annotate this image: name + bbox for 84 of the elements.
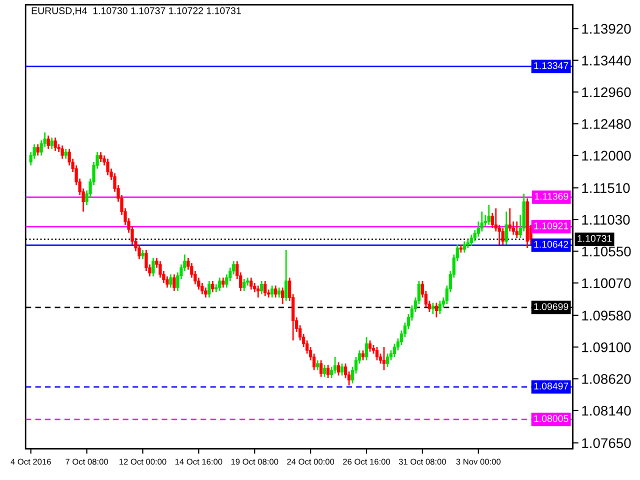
candlestick [242, 278, 246, 292]
ref-line-label: 1.11369 [534, 192, 568, 200]
y-tick-label: 1.08620 [582, 374, 631, 384]
candlestick [222, 276, 225, 288]
candlestick [36, 144, 40, 156]
chart-title: EURUSD,H4 1.10730 1.10737 1.10722 1.10731 [32, 7, 241, 16]
candlestick [368, 340, 372, 352]
x-tick-label: 19 Oct 08:00 [231, 458, 278, 465]
ref-line-label: 1.10921 [534, 222, 568, 230]
y-tick-label: 1.07650 [582, 438, 631, 448]
candlestick [46, 134, 50, 150]
candlestick [501, 227, 504, 246]
ref-line-label: 1.08005 [534, 415, 568, 422]
candlestick [264, 280, 267, 297]
candlestick [64, 148, 68, 160]
candlestick [60, 144, 64, 160]
y-tick-label: 1.09100 [582, 342, 631, 352]
y-tick-label: 1.12960 [582, 87, 631, 98]
ref-line-label: 1.09699 [534, 303, 568, 310]
candlestick [322, 364, 326, 378]
y-tick-label: 1.11510 [582, 183, 630, 193]
candlestick [382, 346, 386, 371]
ref-line-label: 1.10642 [534, 240, 568, 248]
candlestick [487, 204, 490, 226]
candlestick [50, 136, 54, 150]
candlestick [152, 257, 155, 278]
y-tick-label: 1.08140 [582, 406, 631, 416]
candlestick [260, 280, 264, 295]
x-tick-label: 12 Oct 00:00 [120, 458, 166, 465]
y-tick-label: 1.13440 [582, 56, 631, 66]
candlestick [208, 280, 211, 298]
candlestick [386, 352, 390, 368]
x-tick-label: 26 Oct 16:00 [343, 458, 390, 465]
candlestick [333, 356, 337, 374]
candlestick [141, 249, 144, 260]
candlestick [470, 234, 473, 247]
x-tick-label: 3 Nov 00:00 [456, 458, 501, 465]
candlestick [490, 212, 494, 229]
x-tick-label: 7 Oct 08:00 [66, 458, 108, 465]
candlestick [278, 286, 281, 298]
candlestick [375, 346, 379, 361]
candlestick [326, 364, 330, 379]
y-tick-label: 1.09580 [582, 310, 631, 321]
candlestick [99, 151, 102, 163]
candlestick [316, 360, 320, 371]
candlestick [515, 220, 518, 239]
candlestick [431, 302, 435, 315]
candlestick [438, 300, 442, 315]
x-tick-label: 31 Oct 08:00 [398, 458, 446, 465]
candlestick [480, 210, 484, 232]
candlestick [504, 210, 508, 246]
candlestick [361, 350, 365, 361]
candlestick [340, 362, 344, 376]
candlestick [364, 336, 368, 361]
candlestick [284, 249, 288, 302]
y-tick-label: 1.12000 [582, 150, 631, 161]
y-tick-label: 1.13920 [582, 24, 631, 34]
candlestick [204, 286, 208, 298]
y-tick-label: 1.10070 [582, 278, 631, 288]
candlestick [508, 208, 512, 232]
candlestick [434, 302, 438, 318]
candlestick [281, 286, 284, 305]
candlestick [274, 284, 278, 298]
candlestick [54, 136, 57, 152]
y-tick-label: 1.10550 [582, 246, 631, 256]
ref-line-label: 1.08497 [534, 382, 568, 390]
candlestick [319, 360, 323, 378]
y-tick-label: 1.12480 [582, 119, 631, 129]
candlestick [106, 158, 110, 176]
candlestick [172, 274, 176, 292]
candlestick [256, 284, 260, 298]
candlestick [462, 240, 466, 254]
y-tick-label: 1.11030 [582, 214, 630, 225]
ref-line-label: 1.10731 [578, 235, 612, 242]
x-tick-label: 14 Oct 16:00 [175, 458, 222, 465]
candlestick [218, 276, 222, 292]
x-tick-label: 24 Oct 00:00 [287, 458, 334, 465]
candlestick [169, 274, 172, 288]
candlestick [211, 280, 214, 293]
x-tick-label: 4 Oct 2016 [10, 458, 51, 465]
candlestick [250, 276, 253, 290]
candlestick [270, 284, 274, 298]
candlestick [336, 362, 340, 376]
ref-line-label: 1.13347 [534, 62, 568, 70]
